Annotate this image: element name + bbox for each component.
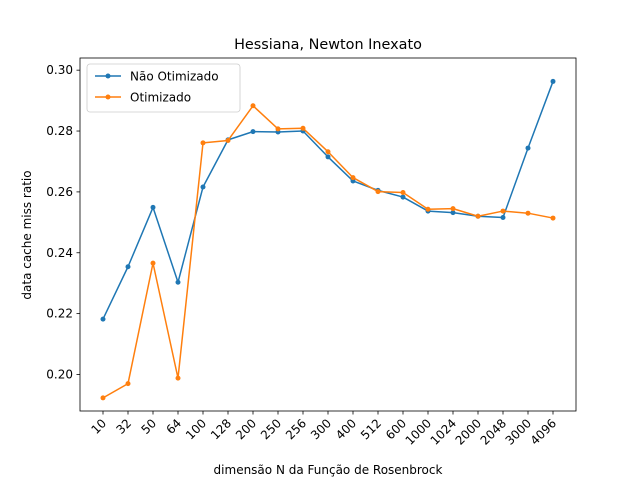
data-point <box>350 175 356 181</box>
data-point <box>400 194 406 200</box>
data-point <box>525 210 531 216</box>
legend-marker <box>105 94 111 100</box>
legend-marker <box>105 73 111 79</box>
data-point <box>525 145 531 151</box>
data-point <box>100 395 106 401</box>
data-point <box>325 154 331 160</box>
chart-title: Hessiana, Newton Inexato <box>234 37 422 53</box>
legend: Não Otimizado Otimizado <box>86 63 241 113</box>
data-point <box>175 279 181 285</box>
y-tick-label: 0.22 <box>46 307 73 321</box>
data-point <box>150 260 156 266</box>
data-point <box>200 184 206 190</box>
data-point <box>450 206 456 212</box>
data-point <box>500 208 506 214</box>
data-point <box>225 137 231 143</box>
data-point <box>475 213 481 219</box>
data-point <box>300 125 306 131</box>
legend-label: Não Otimizado <box>130 70 219 84</box>
y-tick-label: 0.20 <box>46 367 73 381</box>
data-point <box>250 129 256 135</box>
data-point <box>200 140 206 146</box>
data-point <box>400 190 406 196</box>
data-point <box>150 204 156 210</box>
data-point <box>275 126 281 132</box>
data-point <box>250 103 256 109</box>
y-tick-label: 0.30 <box>46 63 73 77</box>
data-point <box>550 215 556 221</box>
data-point <box>450 210 456 216</box>
y-tick-label: 0.26 <box>46 185 73 199</box>
data-point <box>175 375 181 381</box>
data-point <box>325 149 331 155</box>
data-point <box>125 381 131 387</box>
data-point <box>100 316 106 322</box>
y-axis-label: data cache miss ratio <box>20 170 34 299</box>
data-point <box>125 264 131 270</box>
x-axis-label: dimensão N da Função de Rosenbrock <box>214 463 443 477</box>
legend-label: Otimizado <box>130 91 191 105</box>
y-tick-label: 0.24 <box>46 246 73 260</box>
data-point <box>425 206 431 212</box>
data-point <box>375 189 381 195</box>
y-tick-label: 0.28 <box>46 124 73 138</box>
legend-box <box>86 63 241 113</box>
data-point <box>550 78 556 84</box>
data-point <box>500 214 506 220</box>
